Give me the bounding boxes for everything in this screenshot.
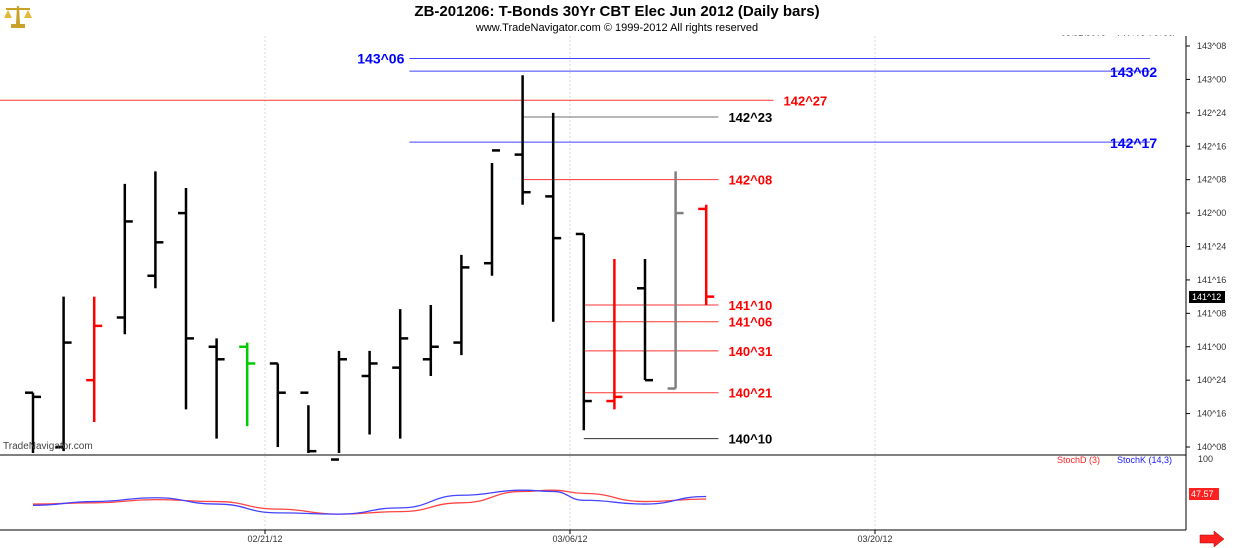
ohlc-bar [514,75,531,205]
stochastics-pane: StochD (3) StochK (14,3) 100 47.57 [32,454,1219,530]
stoch-vertical-gridlines [264,456,876,530]
ohlc-bar [698,204,715,305]
price-tick-labels: 143^08 143^00 142^24 142^16 142^08 142^00 141^… [1186,41,1226,452]
date-axis: 02/21/12 03/06/12 03/20/12 [247,530,893,544]
price-axis: 143^08 143^00 142^24 142^16 142^08 142^00 141^… [1185,36,1226,530]
ohlc-bar [545,112,562,322]
price-pane: 143^06 143^02 142^27 142^23 142^17 142^08 141^… [0,36,1186,461]
ohlc-bar [300,391,317,453]
ohlc-bar [116,183,133,335]
price-tick-label: 141^16 [1197,275,1226,285]
stoch-last-tag: 47.57 [1189,488,1219,500]
legend-stochd: StochD (3) [1057,455,1100,465]
level-label: 141^06 [728,315,772,330]
level-label: 140^31 [728,344,772,359]
stoch-series-line [32,489,707,515]
price-tick-label: 140^08 [1197,442,1226,452]
price-tick-label: 141^24 [1197,242,1226,252]
ohlc-bar [86,296,103,422]
scales-icon [4,6,32,28]
stoch-series-line [32,489,707,515]
ohlc-bar [575,232,592,431]
stoch-last-tag-label: 47.57 [1191,489,1214,499]
date-tick-label: 02/21/12 [247,534,282,544]
ohlc-bar [239,342,256,427]
last-price-tag: 141^12 [1189,291,1225,303]
level-label: 141^10 [728,298,772,313]
price-plot-area [0,36,1186,454]
ohlc-bar [422,304,439,376]
ohlc-bar [484,149,500,276]
ohlc-bar [25,391,41,453]
level-label: 142^23 [728,110,772,125]
ohlc-bar [269,362,286,447]
ohlc-bar [208,338,225,439]
ohlc-bar [55,296,72,452]
level-label: 142^17 [1110,135,1157,151]
legend-stochk: StochK (14,3) [1117,455,1172,465]
ohlc-bar [331,350,347,461]
scroll-right-arrow[interactable] [1199,530,1225,548]
ohlc-bar [147,171,164,289]
stoch-lines [32,489,707,515]
price-tick-label: 142^08 [1197,175,1226,185]
ohlc-bars [25,75,715,461]
ohlc-bar [667,171,684,390]
price-tick-label: 141^08 [1197,308,1226,318]
price-tick-label: 140^24 [1197,375,1226,385]
vertical-gridlines [264,36,876,454]
ohlc-bar [178,188,194,410]
ohlc-bar [637,259,653,382]
logo-icon[interactable] [4,6,32,28]
ohlc-bar [453,254,470,356]
level-label: 142^08 [728,173,772,188]
price-tick-label: 142^16 [1197,141,1226,151]
price-tick-label: 143^08 [1197,41,1226,51]
level-label: 143^06 [357,51,404,67]
ohlc-bar [392,309,409,439]
price-tick-label: 142^00 [1197,208,1226,218]
chart-title: ZB-201206: T-Bonds 30Yr CBT Elec Jun 201… [414,3,819,20]
price-tick-label: 141^00 [1197,342,1226,352]
level-label: 140^10 [728,432,772,447]
level-lines: 143^06 143^02 142^27 142^23 142^17 142^08 141^… [0,51,1157,447]
stoch-tick-100: 100 [1198,454,1213,464]
level-label: 142^27 [784,93,828,108]
level-label: 140^21 [728,386,772,401]
last-price-tag-label: 141^12 [1192,292,1221,302]
copyright-subtitle: www.TradeNavigator.com © 1999-2012 All r… [475,22,758,34]
ohlc-bar [606,259,623,410]
level-label: 143^02 [1110,64,1157,80]
ohlc-bar [361,350,378,435]
date-tick-label: 03/06/12 [552,534,587,544]
watermark: TradeNavigator.com [3,441,93,452]
price-tick-label: 140^16 [1197,409,1226,419]
price-tick-label: 142^24 [1197,108,1226,118]
price-tick-label: 143^00 [1197,74,1226,84]
date-tick-label: 03/20/12 [857,534,892,544]
